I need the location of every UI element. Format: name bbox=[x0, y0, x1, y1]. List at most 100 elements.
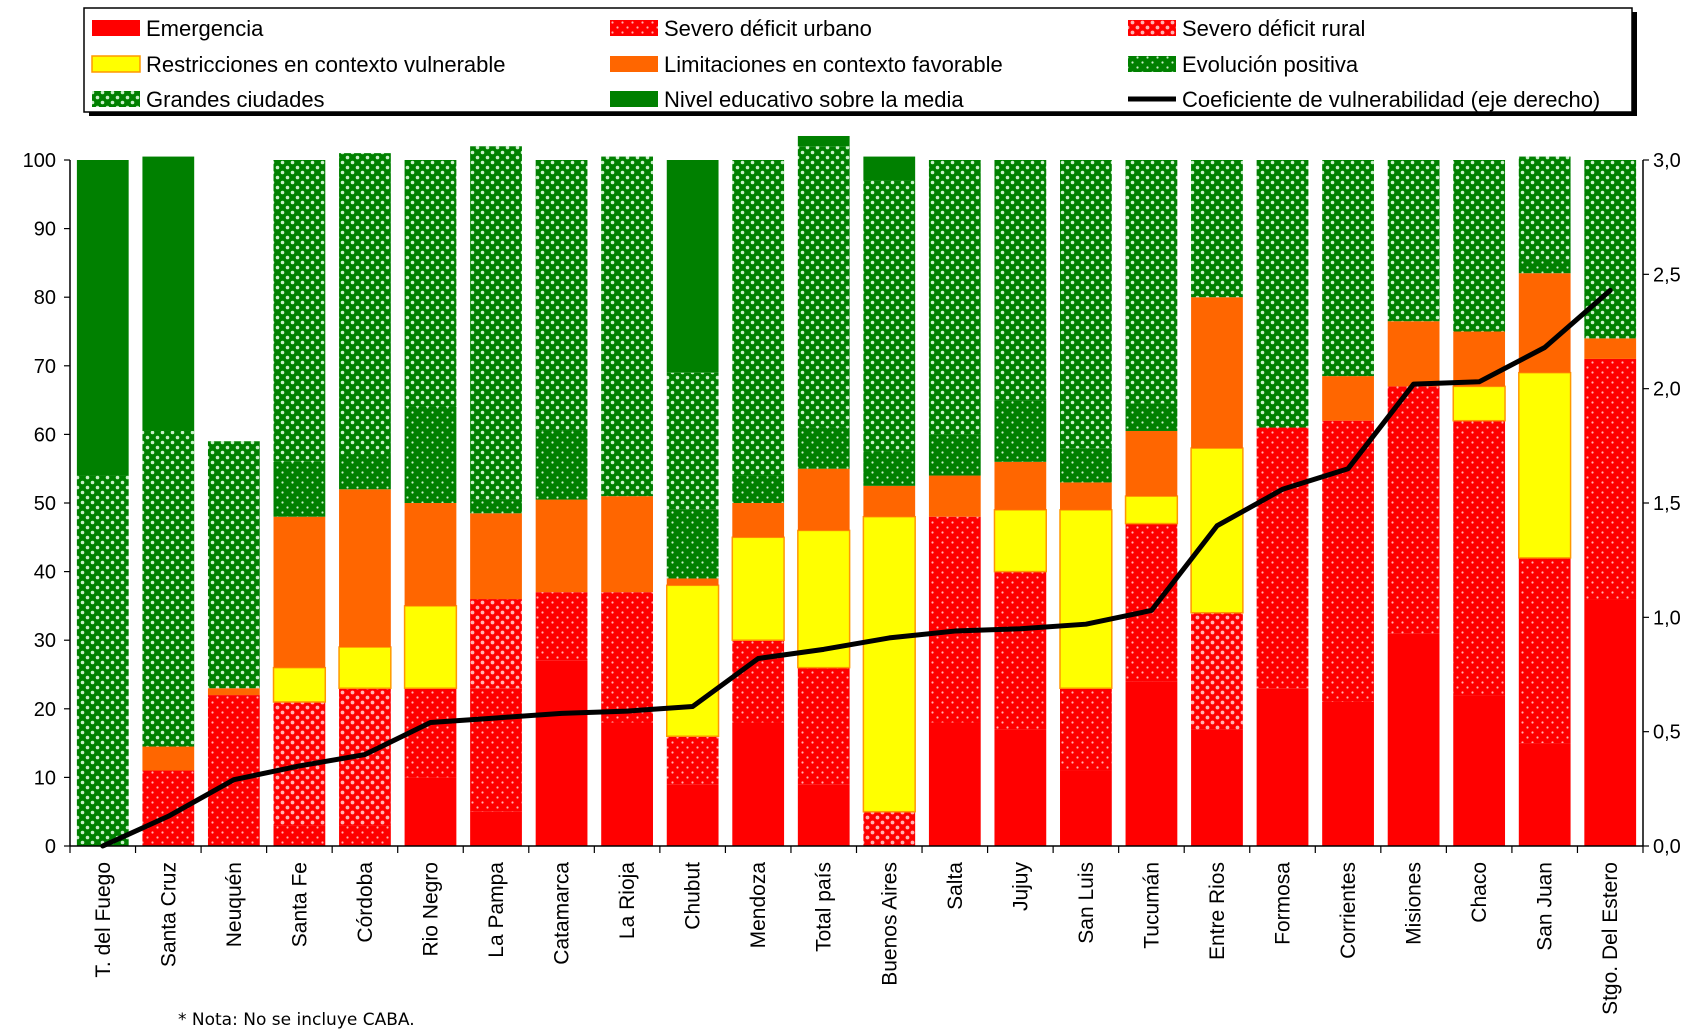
y2-tick-label: 1,5 bbox=[1653, 493, 1681, 515]
bar-segment bbox=[666, 736, 719, 785]
legend-swatch bbox=[610, 20, 658, 36]
bar-segment bbox=[928, 475, 981, 517]
bar-segment bbox=[470, 146, 522, 500]
y-tick-label: 60 bbox=[34, 424, 56, 446]
bar-segment bbox=[1453, 420, 1506, 696]
bar-segment bbox=[863, 156, 916, 181]
y2-tick-label: 0,0 bbox=[1653, 836, 1681, 858]
bar-segment bbox=[994, 729, 1047, 846]
bar-segment bbox=[732, 475, 785, 503]
legend-label: Limitaciones en contexto favorable bbox=[664, 52, 1003, 77]
y-tick-label: 50 bbox=[34, 493, 56, 515]
legend-swatch bbox=[1128, 56, 1176, 72]
bar-segment bbox=[470, 499, 522, 514]
bar-segment bbox=[1190, 447, 1244, 614]
legend-label: Severo déficit rural bbox=[1182, 16, 1365, 41]
bar-segment bbox=[339, 153, 391, 455]
line-layer bbox=[100, 287, 1613, 849]
bar-segment bbox=[142, 430, 195, 747]
bar-segment bbox=[470, 513, 522, 600]
bar-segment bbox=[863, 485, 916, 517]
bar-segment bbox=[994, 571, 1047, 730]
bar-segment bbox=[1584, 338, 1637, 359]
category-label: Tucumán bbox=[1140, 862, 1163, 949]
bar-segment bbox=[535, 592, 588, 661]
category-label: Chubut bbox=[682, 862, 705, 930]
legend-swatch bbox=[610, 56, 658, 72]
bar-segment bbox=[339, 489, 391, 648]
y-tick-label: 90 bbox=[34, 219, 56, 241]
y-tick-label: 30 bbox=[34, 630, 56, 652]
category-label: San Luis bbox=[1075, 862, 1098, 944]
legend-label: Coeficiente de vulnerabilidad (eje derec… bbox=[1182, 87, 1600, 112]
bar-segment bbox=[1518, 743, 1571, 846]
bar-segment bbox=[1322, 420, 1374, 702]
bar-segment bbox=[273, 825, 326, 846]
bar-segment bbox=[601, 592, 653, 723]
bar-segment bbox=[1125, 403, 1178, 431]
category-label: Corrientes bbox=[1337, 862, 1360, 959]
legend-swatch bbox=[1128, 20, 1176, 36]
bar-segment bbox=[1191, 297, 1243, 449]
category-label: La Pampa bbox=[485, 862, 508, 958]
bar-segment bbox=[273, 461, 326, 517]
y-tick-label: 100 bbox=[23, 150, 56, 172]
legend-label: Restricciones en contexto vulnerable bbox=[146, 52, 506, 77]
y-tick-label: 40 bbox=[34, 562, 56, 584]
bar-segment bbox=[1518, 557, 1571, 744]
bar-segment bbox=[863, 811, 916, 846]
bar-segment bbox=[207, 688, 260, 696]
bar-segment bbox=[732, 160, 785, 476]
bar-segment bbox=[1387, 160, 1440, 322]
bar-segment bbox=[404, 160, 457, 407]
category-label: Stgo. Del Estero bbox=[1599, 862, 1622, 1015]
bar-segment bbox=[1124, 495, 1179, 525]
bar-segment bbox=[1322, 376, 1374, 421]
bar-segment bbox=[994, 400, 1047, 462]
y2-tick-label: 1,0 bbox=[1653, 607, 1681, 629]
bar-segment bbox=[470, 599, 522, 689]
bar-segment bbox=[732, 503, 785, 538]
bar-segment bbox=[339, 825, 391, 846]
bar-segment bbox=[994, 461, 1047, 510]
bar-segment bbox=[666, 784, 719, 846]
bar-segment bbox=[1322, 701, 1374, 846]
footnote: * Nota: No se incluye CABA. bbox=[178, 1010, 415, 1030]
category-label: Formosa bbox=[1272, 862, 1295, 945]
bar-segment bbox=[1059, 509, 1113, 689]
bar-segment bbox=[797, 667, 850, 785]
bar-segment bbox=[76, 160, 129, 476]
bar-segment bbox=[1125, 681, 1178, 846]
bar-segment bbox=[666, 509, 719, 579]
legend-swatch bbox=[92, 20, 140, 36]
bar-segment bbox=[403, 605, 458, 689]
bars bbox=[76, 135, 1637, 846]
bar-segment bbox=[535, 430, 588, 500]
y2-tick-label: 0,5 bbox=[1653, 722, 1681, 744]
legend-swatch bbox=[92, 91, 140, 107]
bar-segment bbox=[404, 777, 457, 846]
bar-segment bbox=[404, 406, 457, 503]
bar-segment bbox=[666, 372, 719, 510]
legend-label: Severo déficit urbano bbox=[664, 16, 872, 41]
bar-segment bbox=[928, 160, 981, 435]
y-tick-label: 10 bbox=[34, 767, 56, 789]
category-label: Mendoza bbox=[747, 862, 770, 949]
bar-segment bbox=[797, 146, 850, 428]
category-label: Total país bbox=[813, 862, 836, 952]
category-labels: T. del Fuego Santa Cruz Neuquén Santa Fe Cór… bbox=[92, 862, 1622, 1015]
bar-segment bbox=[470, 811, 522, 846]
bar-segment bbox=[1060, 448, 1112, 483]
category-label: Misiones bbox=[1403, 862, 1426, 945]
bar-segment bbox=[1256, 427, 1309, 689]
bar-segment bbox=[339, 454, 391, 490]
bar-segment bbox=[1387, 321, 1440, 387]
bar-segment bbox=[731, 536, 785, 641]
bar-segment bbox=[1584, 160, 1637, 339]
y-tick-label: 20 bbox=[34, 699, 56, 721]
category-label: San Juan bbox=[1534, 862, 1557, 951]
axes: 0 10 20 30 40 50 60 70 80 90 100 0,0 0,5 1,0 1,5 2,0 2,5… bbox=[23, 150, 1681, 858]
bar-segment bbox=[863, 180, 916, 452]
